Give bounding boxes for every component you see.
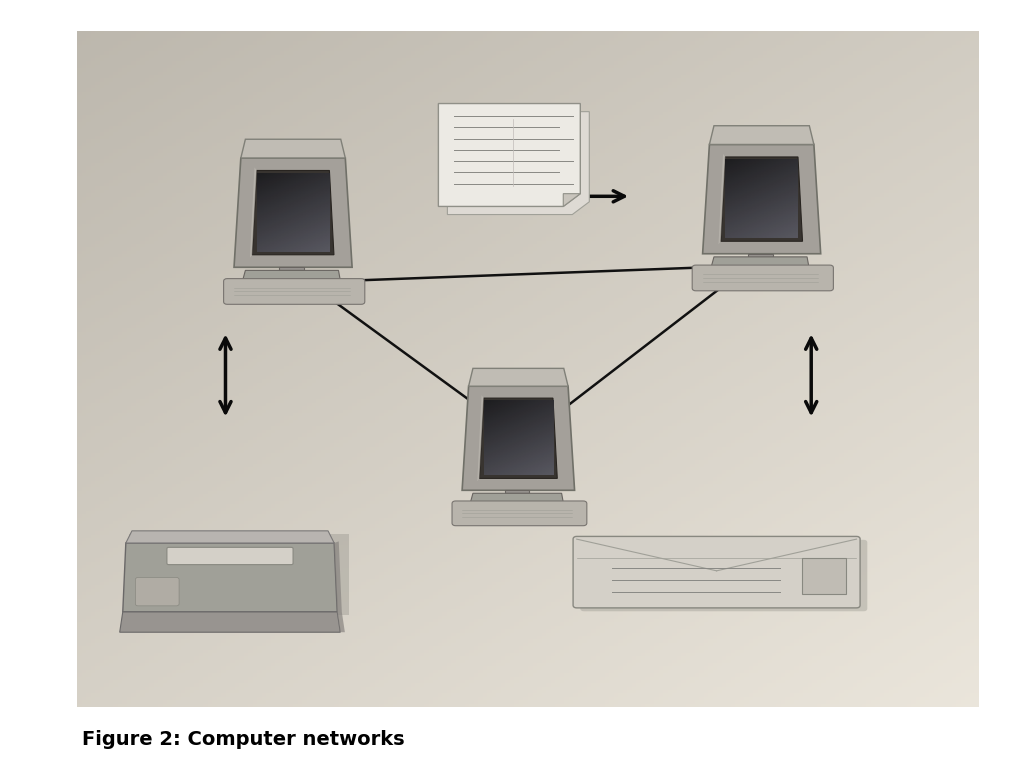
Polygon shape bbox=[280, 267, 304, 270]
Polygon shape bbox=[334, 541, 345, 632]
Polygon shape bbox=[123, 543, 337, 612]
Polygon shape bbox=[120, 612, 340, 632]
Polygon shape bbox=[563, 194, 581, 207]
FancyBboxPatch shape bbox=[803, 558, 846, 594]
FancyBboxPatch shape bbox=[581, 540, 867, 611]
FancyBboxPatch shape bbox=[573, 536, 860, 608]
Polygon shape bbox=[477, 395, 483, 482]
Text: Figure 2: Computer networks: Figure 2: Computer networks bbox=[82, 730, 404, 749]
FancyBboxPatch shape bbox=[135, 578, 179, 606]
Polygon shape bbox=[241, 139, 345, 158]
Polygon shape bbox=[479, 398, 557, 478]
Polygon shape bbox=[438, 104, 581, 207]
Polygon shape bbox=[250, 167, 257, 258]
Polygon shape bbox=[748, 253, 773, 257]
Polygon shape bbox=[702, 144, 820, 253]
Polygon shape bbox=[721, 157, 803, 241]
FancyBboxPatch shape bbox=[167, 548, 293, 564]
FancyBboxPatch shape bbox=[692, 265, 834, 291]
Polygon shape bbox=[711, 257, 809, 270]
Polygon shape bbox=[719, 154, 725, 244]
Polygon shape bbox=[506, 490, 529, 493]
Polygon shape bbox=[252, 170, 334, 255]
Polygon shape bbox=[710, 126, 814, 144]
FancyBboxPatch shape bbox=[452, 501, 587, 526]
FancyBboxPatch shape bbox=[223, 279, 365, 304]
Polygon shape bbox=[447, 111, 589, 214]
Polygon shape bbox=[126, 531, 334, 543]
Polygon shape bbox=[242, 270, 341, 283]
Polygon shape bbox=[129, 535, 349, 615]
Polygon shape bbox=[462, 386, 574, 490]
Polygon shape bbox=[470, 493, 564, 505]
Polygon shape bbox=[469, 369, 568, 386]
Polygon shape bbox=[234, 158, 352, 267]
